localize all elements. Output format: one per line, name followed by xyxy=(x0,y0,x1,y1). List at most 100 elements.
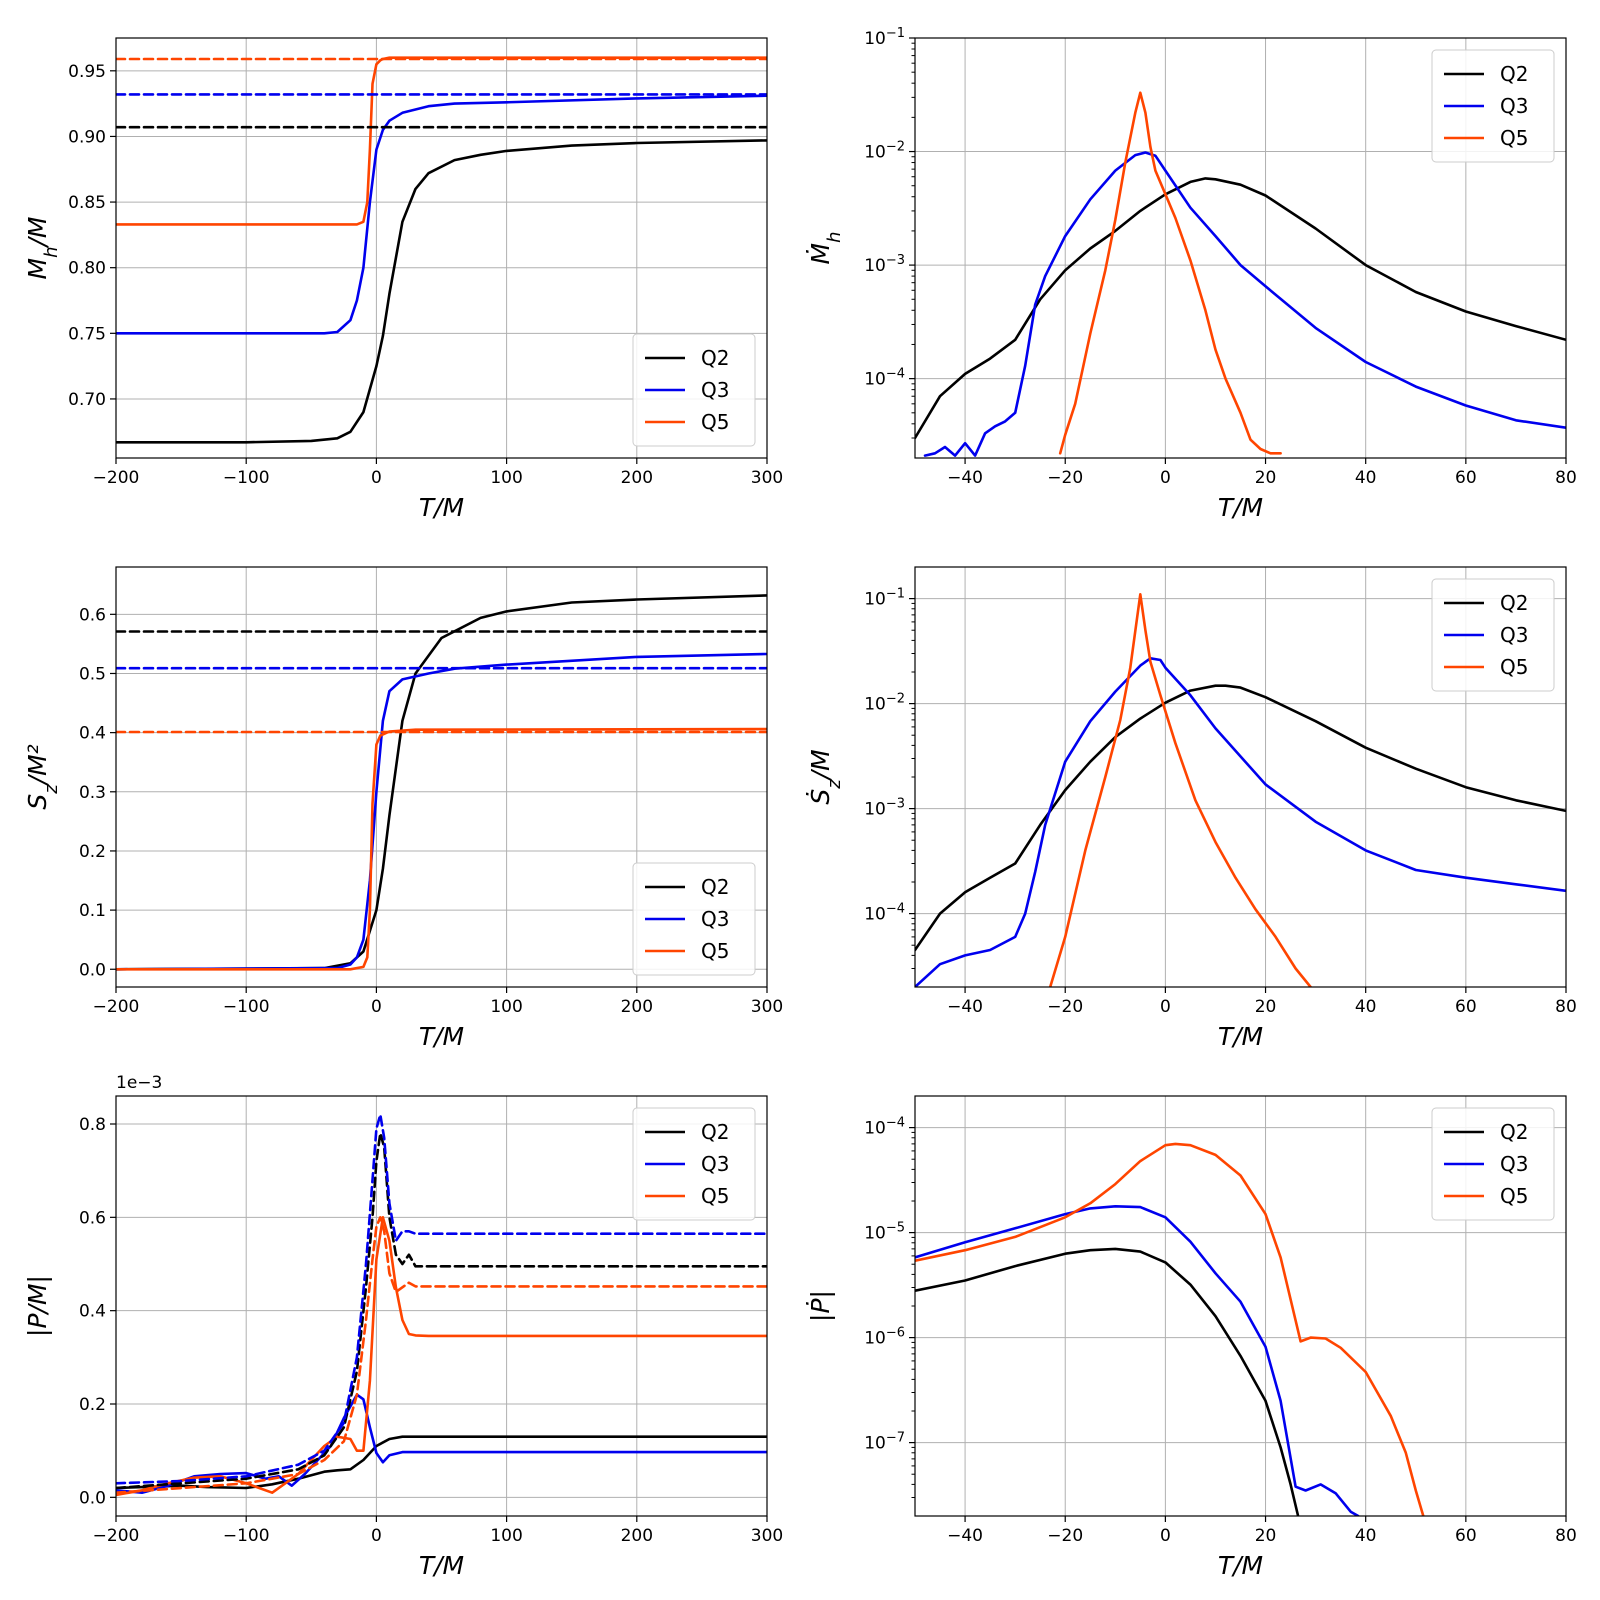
x-tick-label: 100 xyxy=(490,1526,522,1546)
series-q2-line xyxy=(915,177,1566,440)
series-q2-line xyxy=(116,139,767,444)
legend-label-q3: Q3 xyxy=(1500,94,1528,118)
x-tick-label: −20 xyxy=(1047,468,1083,488)
axis-label-subscript: h xyxy=(41,247,62,258)
y-tick-exponent: −7 xyxy=(886,1430,905,1445)
axis-label-subscript: h xyxy=(824,232,845,243)
x-tick-label: 300 xyxy=(751,997,783,1017)
legend: Q2 Q3 Q5 xyxy=(632,1107,756,1221)
y-tick-exponent: −6 xyxy=(886,1325,905,1340)
series-q2-line xyxy=(915,1247,1300,1516)
series-q5-line xyxy=(915,1142,1425,1516)
x-tick-label: −40 xyxy=(947,1526,983,1546)
legend-label-q5: Q5 xyxy=(1500,126,1528,150)
x-tick-label: 300 xyxy=(751,1526,783,1546)
offset-text: 1e−3 xyxy=(116,1073,162,1093)
series-q3-line xyxy=(116,94,767,335)
y-tick-exponent: −4 xyxy=(886,1115,905,1130)
y-tick-exponent: −1 xyxy=(886,586,905,601)
axis-label: Mh/M xyxy=(23,217,62,280)
y-tick-label: 10−3 xyxy=(864,253,905,277)
axis-label-part: Ṁ xyxy=(806,243,835,265)
subplot-p6: −40 −20 0 20 40 60 8010−710−610−510−4T/M|Ṗ|Q2Q… xyxy=(806,1095,1577,1580)
legend-label-q2: Q2 xyxy=(701,346,729,370)
series-group xyxy=(915,593,1566,987)
axis-label-part: S xyxy=(23,794,52,810)
subplot-p1: −200 −100 0 100 200 300 0.70 0.75 0.80 0.85 0.90 0.… xyxy=(23,37,783,522)
x-tick-label: 20 xyxy=(1255,997,1277,1017)
y-tick-label: 0.2 xyxy=(79,1395,106,1415)
legend-label-q5: Q5 xyxy=(1500,1184,1528,1208)
axis-label: Sz/M² xyxy=(23,744,62,809)
y-tick-label: 10−2 xyxy=(864,139,905,163)
reference-5-line xyxy=(116,1216,767,1494)
y-tick-label: 0.6 xyxy=(79,1208,106,1228)
axis-label: T/M xyxy=(419,1022,464,1051)
y-tick-label: 0.95 xyxy=(68,62,106,82)
x-tick-label: −100 xyxy=(223,468,270,488)
x-tick-label: 40 xyxy=(1355,997,1377,1017)
axes-frame xyxy=(115,1095,768,1517)
legend-label-q2: Q2 xyxy=(701,1120,729,1144)
x-tick-label: 40 xyxy=(1355,468,1377,488)
y-tick-label: 10−4 xyxy=(864,1115,905,1139)
y-tick-exponent: −3 xyxy=(886,796,905,811)
series-q5-line xyxy=(1058,91,1282,455)
series-q3-line xyxy=(116,652,767,971)
legend-label-q3: Q3 xyxy=(701,1152,729,1176)
legend-label-q3: Q3 xyxy=(1500,623,1528,647)
y-tick-base: 10 xyxy=(864,256,886,276)
x-tick-label: −40 xyxy=(947,468,983,488)
axis-label-part: /M² xyxy=(23,744,52,786)
y-tick-label: 0.80 xyxy=(68,259,106,279)
axes-frame xyxy=(914,37,1567,459)
y-tick-label: 0.8 xyxy=(79,1115,106,1135)
x-tick-label: 200 xyxy=(621,468,653,488)
axis-label-part: Ṡ xyxy=(806,789,835,805)
y-tick-label: 0.85 xyxy=(68,193,106,213)
x-tick-label: 100 xyxy=(490,997,522,1017)
y-tick-exponent: −2 xyxy=(886,139,905,154)
y-tick-label: 0.5 xyxy=(79,664,106,684)
x-tick-label: −200 xyxy=(93,1526,140,1546)
y-tick-label: 10−4 xyxy=(864,901,905,925)
y-tick-exponent: −3 xyxy=(886,253,905,268)
axis-label-part: /M xyxy=(806,749,835,781)
legend-box xyxy=(1431,1107,1555,1221)
series-q3-line xyxy=(923,151,1566,457)
axis-label: T/M xyxy=(1218,1022,1263,1051)
y-tick-base: 10 xyxy=(864,1329,886,1349)
legend-label-q3: Q3 xyxy=(1500,1152,1528,1176)
x-tick-label: 60 xyxy=(1455,468,1477,488)
legend-label-q5: Q5 xyxy=(701,939,729,963)
subplot-p2: −40 −20 0 20 40 60 8010−410−310−210−1T/MṀhQ2Q3… xyxy=(806,26,1577,523)
x-tick-label: −20 xyxy=(1047,1526,1083,1546)
x-tick-label: −200 xyxy=(93,468,140,488)
x-tick-label: 80 xyxy=(1555,468,1577,488)
x-tick-label: 60 xyxy=(1455,997,1477,1017)
y-tick-base: 10 xyxy=(864,1224,886,1244)
series-group xyxy=(915,1142,1425,1516)
series-group xyxy=(116,1113,767,1497)
axis-label: Ṡz/M xyxy=(806,749,845,804)
y-tick-label: 0.90 xyxy=(68,127,106,147)
legend-box xyxy=(632,1107,756,1221)
legend: Q2 Q3 Q5 xyxy=(632,862,756,976)
axis-label-subscript: z xyxy=(824,779,845,790)
y-tick-label: 10−1 xyxy=(864,26,905,50)
x-tick-label: 200 xyxy=(621,997,653,1017)
subplot-p3: −200 −100 0 100 200 300 0.0 0.1 0.2 0.3 0.4 0.5 0.6 T… xyxy=(23,566,783,1051)
series-q5-line xyxy=(116,56,767,226)
y-tick-label: 0.2 xyxy=(79,842,106,862)
legend-label-q5: Q5 xyxy=(701,410,729,434)
axes-frame xyxy=(115,566,768,988)
y-tick-base: 10 xyxy=(864,800,886,820)
legend-label-q2: Q2 xyxy=(701,875,729,899)
axis-label: T/M xyxy=(419,1551,464,1580)
y-tick-label: 0.4 xyxy=(79,724,106,744)
y-tick-base: 10 xyxy=(864,29,886,49)
y-tick-label: 10−6 xyxy=(864,1325,905,1349)
axes-frame xyxy=(115,37,768,459)
legend: Q2 Q3 Q5 xyxy=(1431,49,1555,163)
y-tick-label: 10−5 xyxy=(864,1220,905,1244)
